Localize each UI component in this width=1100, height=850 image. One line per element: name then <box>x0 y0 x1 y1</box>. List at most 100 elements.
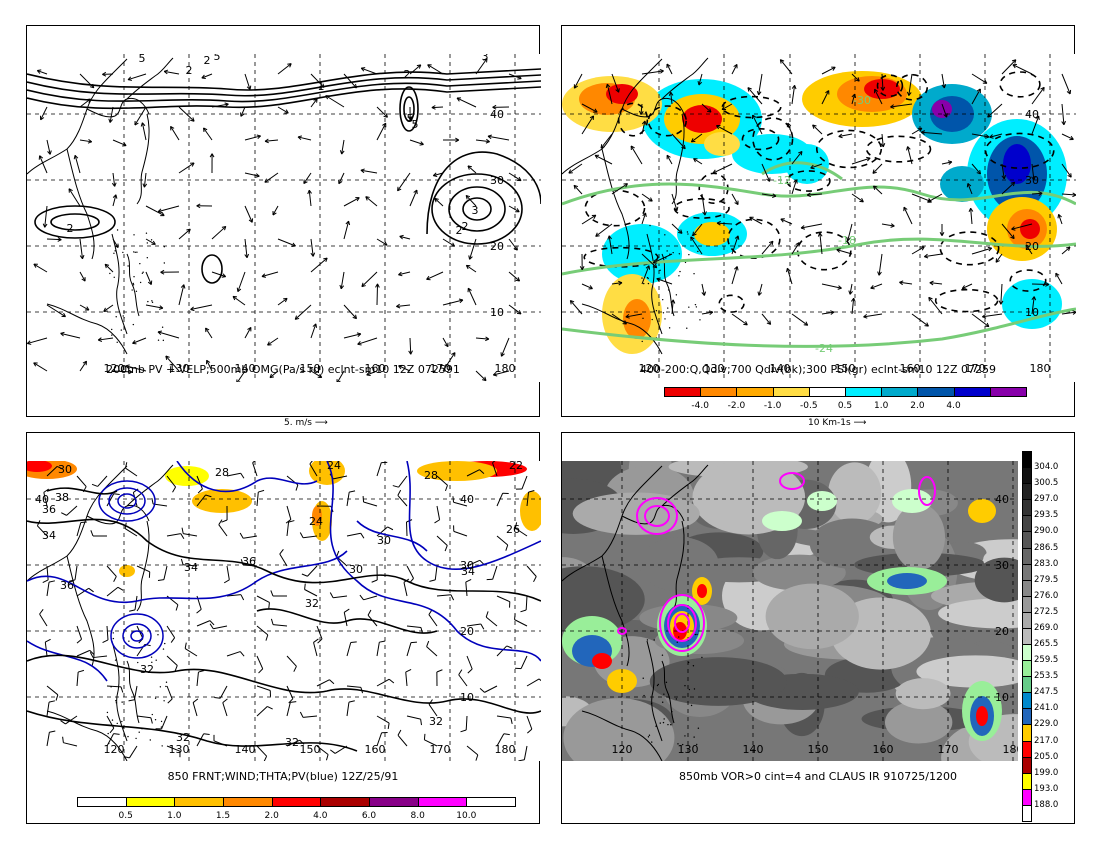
wind-barb <box>496 493 504 507</box>
contour-label: 24 <box>327 461 341 472</box>
wind-barb-flag <box>359 594 364 601</box>
wind-barb-flag <box>49 730 56 733</box>
wind-barb-flag <box>221 519 228 523</box>
wind-arrow-head <box>248 219 253 223</box>
wind-arrow <box>791 179 797 195</box>
wind-arrow <box>265 139 279 142</box>
wind-arrow <box>873 185 883 195</box>
wind-arrow <box>929 282 943 285</box>
island-dot <box>106 711 109 714</box>
wind-arrow <box>310 323 317 339</box>
wind-arrow-head <box>357 333 362 337</box>
colorbar-label: 2.0 <box>910 401 925 411</box>
coastline <box>86 504 150 525</box>
wind-arrow-head <box>625 316 630 319</box>
wind-arrow-head <box>1061 121 1065 126</box>
island-dot <box>127 265 129 267</box>
colorbar-swatch <box>1022 483 1032 501</box>
wind-arrow-head <box>874 88 879 92</box>
wind-arrow <box>761 240 774 255</box>
wind-arrow-head <box>929 280 934 284</box>
island-dot <box>676 641 678 643</box>
wind-arrow-head <box>652 266 657 269</box>
cloud-region <box>884 700 953 744</box>
wind-arrow-head <box>850 297 855 302</box>
wind-arrow <box>971 73 988 84</box>
wind-arrow-head <box>624 320 627 325</box>
contour-label: 28 <box>424 469 438 482</box>
wind-barb-flag <box>371 579 378 583</box>
wind-arrow-head <box>780 59 785 62</box>
wind-arrow <box>758 283 763 296</box>
wind-barb-flag <box>397 729 402 736</box>
wind-arrow-head <box>303 181 308 185</box>
wind-arrow-head <box>766 178 770 182</box>
wind-arrow-head <box>690 138 694 143</box>
island-dot <box>641 340 643 343</box>
wind-arrow-head <box>989 134 993 138</box>
wind-arrow-head <box>295 317 300 320</box>
wind-barb <box>74 565 78 580</box>
wind-arrow <box>203 127 213 141</box>
panel-top-left: 5 5 2 2 1 3 2 5 5 2 3 2 2 120 130 140 150 160 170 180 40 30 20… <box>26 25 541 417</box>
lon-label: 120 <box>104 743 125 756</box>
wind-arrow <box>338 172 345 184</box>
wind-arrow <box>60 332 81 339</box>
wind-barb <box>286 505 292 520</box>
wind-barb-flag <box>175 604 179 611</box>
wind-arrow-head <box>849 290 853 295</box>
wind-arrow-head <box>924 325 929 327</box>
wind-barb-flag <box>218 519 223 525</box>
coastline <box>126 464 174 507</box>
wind-arrow-head <box>188 228 191 234</box>
wind-arrow <box>277 297 288 306</box>
wind-arrow-head <box>224 226 227 231</box>
colorbar-label: 199.0 <box>1033 767 1060 778</box>
wind-arrow <box>465 195 477 207</box>
wind-arrow-head <box>756 90 760 96</box>
wind-barb <box>496 733 505 747</box>
wind-barb-flag <box>265 634 269 641</box>
wind-barb <box>346 702 350 717</box>
wind-barb <box>63 742 78 747</box>
wind-arrow-head <box>104 264 107 269</box>
wind-barb-flag <box>181 527 184 534</box>
wind-arrow <box>475 370 487 382</box>
wind-arrow <box>630 145 643 165</box>
island-dot <box>667 289 670 291</box>
wind-arrow-head <box>501 353 505 357</box>
wind-barb-flag <box>209 623 214 630</box>
wind-arrow <box>310 238 314 257</box>
island-dot <box>678 636 680 638</box>
wind-arrow <box>267 337 279 346</box>
wind-arrow-head <box>947 160 952 163</box>
wind-barb <box>196 672 199 687</box>
wind-arrow-head <box>986 322 990 327</box>
wind-barb <box>256 492 259 507</box>
wind-barb <box>492 565 498 580</box>
wind-arrow-head <box>310 252 314 257</box>
wind-arrow-head <box>123 142 127 146</box>
coastline <box>46 710 128 761</box>
wind-arrow-head <box>413 189 418 193</box>
wind-barb-flag <box>506 645 513 649</box>
wind-arrow-head <box>716 222 721 226</box>
wind-arrow-head <box>1072 310 1076 313</box>
coastline <box>562 465 663 582</box>
wind-arrow-head <box>516 312 522 315</box>
wind-barb <box>286 655 297 667</box>
wind-arrow-head <box>170 125 175 129</box>
wind-arrow-head <box>397 188 402 192</box>
map-850-frnt: 30 38 40 36 34 36 34 32 28 24 28 22 26 30 30 34 36 32 32 32… <box>27 461 541 761</box>
wind-arrow <box>987 103 1003 118</box>
wind-arrow-head <box>261 276 266 278</box>
vector-reference-label: 10 Km-1s ⟶ <box>808 418 867 428</box>
wind-arrow <box>442 299 463 306</box>
wind-barb <box>406 565 414 579</box>
colorbar-swatch <box>808 387 846 397</box>
wind-barb <box>406 625 421 628</box>
wind-barb-flag <box>113 733 120 735</box>
wind-arrow-head <box>1033 176 1036 181</box>
wind-arrow-head <box>186 228 191 231</box>
wind-arrow <box>1061 73 1071 95</box>
